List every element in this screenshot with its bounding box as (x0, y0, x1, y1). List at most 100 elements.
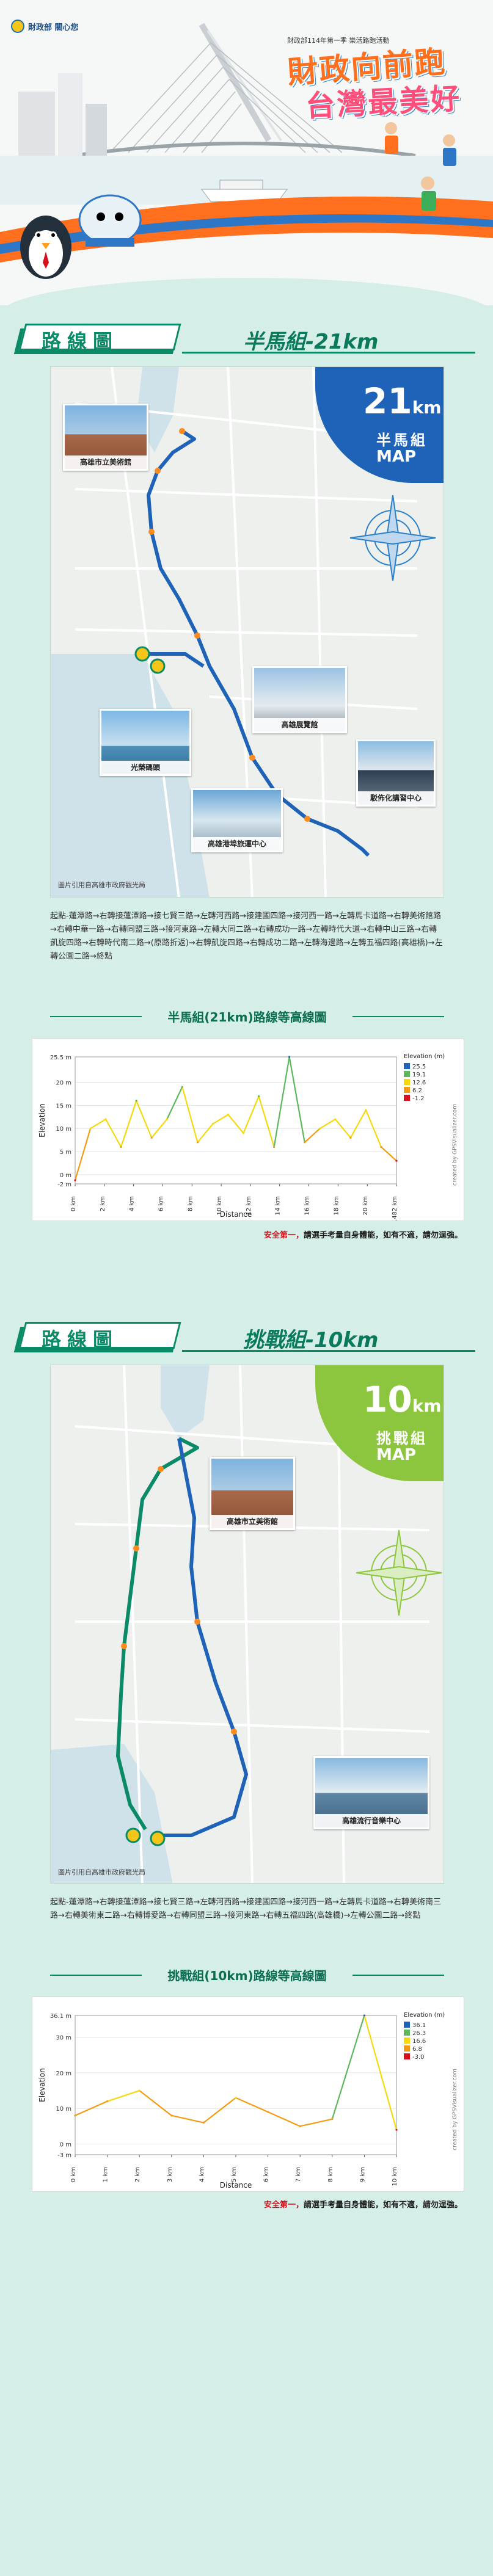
y-tick-label: 30 m (56, 2035, 71, 2042)
elevation-segment (365, 1109, 382, 1147)
legend-label: -1.2 (412, 1095, 425, 1102)
elevation-point (74, 1179, 76, 1181)
elevation-segment (227, 1114, 244, 1134)
challenge-elevation-header: 挑戰組(10km)路線等高線圖 (50, 1966, 444, 1984)
elevation-plot: -2 m 0 m 5 m 10 m 15 m 20 m 25.5 m 0 km 2 km 4 km… (38, 1053, 458, 1229)
y-tick-label: 20 m (56, 1080, 71, 1087)
legend-label: 25.5 (412, 1064, 426, 1070)
elevation-point (395, 2128, 398, 2131)
half-route-description: 起點-蓮潭路→右轉接蓮潭路→接七賢三路→左轉河西路→接建國四路→接河西一路→左轉… (50, 912, 443, 961)
y-tick-label: 20 m (56, 2070, 71, 2077)
elevation-point (273, 1145, 276, 1148)
map-credit: 圖片引用自高雄市政府觀光局 (58, 1868, 145, 1876)
photo-exhibition: 高雄展覽館 (252, 666, 347, 733)
challenge-section-header: 路線圖 挑戰組-10km (13, 1316, 475, 1359)
half-section-header: 路線圖 半馬組-21km (13, 317, 475, 360)
legend-swatch (404, 2045, 410, 2052)
challenge-elevation-chart: -3 m 0 m 10 m 20 m 30 m 36.1 m 0 km 1 km 2 km 3 k… (32, 1997, 464, 2192)
photo-caption: 高雄展覽館 (254, 718, 345, 731)
elevation-point (363, 2014, 366, 2017)
legend-label: 26.3 (412, 2030, 426, 2037)
badge-number: 10 (363, 1379, 412, 1420)
elevation-point (242, 1132, 245, 1134)
section-label: 路線圖 (42, 1328, 119, 1351)
legend-label: 6.2 (412, 1087, 422, 1094)
x-tick-label: 18 km (333, 1196, 340, 1215)
y-tick-label: 15 m (56, 1103, 71, 1109)
header-line-right (352, 1016, 444, 1017)
elevation-point (395, 1159, 398, 1162)
legend-swatch (404, 1079, 410, 1085)
elevation-point (288, 1056, 291, 1058)
y-tick-label: -3 m (57, 2152, 71, 2159)
x-axis-label: Distance (220, 2181, 252, 2190)
badge-map: MAP (376, 448, 417, 466)
x-tick-label: 4 km (199, 2167, 205, 2182)
photo-caption: 高雄市立美術館 (65, 455, 147, 469)
y-axis-label: Elevation (38, 2068, 46, 2102)
elevation-point (235, 2097, 237, 2099)
warning-emphasis: 安全第一， (263, 2200, 304, 2210)
elevation-segment (166, 1086, 183, 1120)
badge-distance: 10km (363, 1379, 442, 1420)
hero-title-line2: 台灣最美好 (304, 81, 462, 124)
elevation-segment (235, 2097, 269, 2113)
photo-caption: 駁佈化講習中心 (358, 791, 434, 805)
hero-banner: 財政部 關心您 財政部114年第一季 樂活路跑活動 財政向前跑 台灣最美好 (0, 0, 493, 305)
y-tick-label: 25.5 m (50, 1054, 71, 1061)
y-tick-label: 5 m (60, 1149, 71, 1156)
elevation-segment (139, 2090, 172, 2116)
photo-caption: 高雄流行音樂中心 (315, 1814, 428, 1827)
badge-map: MAP (376, 1446, 417, 1464)
badge-group: 半馬組 (376, 432, 428, 449)
legend-swatch (404, 2030, 410, 2036)
elevation-point (138, 2089, 141, 2092)
x-axis-label: Distance (220, 1210, 252, 1219)
elevation-segment (74, 1128, 92, 1181)
half-elevation-chart: -2 m 0 m 5 m 10 m 15 m 20 m 25.5 m 0 km 2 km 4 km… (32, 1038, 464, 1229)
header-line-right (352, 1975, 444, 1976)
x-tick-label: 8 km (187, 1196, 194, 1211)
section-subtitle: 挑戰組-10km (243, 1328, 379, 1352)
x-tick-label: 5 km (231, 2167, 238, 2182)
legend-swatch (404, 1063, 410, 1069)
legend-label: 36.1 (412, 2022, 426, 2029)
hero-illustration (0, 0, 493, 305)
section-label: 路線圖 (42, 330, 119, 353)
elevation-plot: -3 m 0 m 10 m 20 m 30 m 36.1 m 0 km 1 km 2 km 3 k… (38, 2012, 458, 2190)
elevation-segment (299, 2118, 333, 2127)
y-tick-label: 10 m (56, 2106, 71, 2113)
header-line (182, 1350, 475, 1352)
elevation-title: 挑戰組(10km)路線等高線圖 (167, 1968, 327, 1983)
elevation-point (74, 2114, 76, 2117)
photo-culture-center: 駁佈化講習中心 (356, 739, 436, 807)
elevation-segment (304, 1128, 321, 1143)
elevation-point (150, 1136, 153, 1139)
y-tick-label: 0 m (60, 1172, 71, 1179)
x-tick-label: 0 km (70, 2167, 77, 2182)
photo-cruise-terminal: 高雄港埠旅運中心 (191, 788, 283, 852)
photo-caption: 高雄港埠旅運中心 (193, 837, 281, 851)
legend-swatch (404, 1095, 410, 1101)
ministry-logo: 財政部 關心您 (11, 20, 79, 33)
warning-text: 請選手考量自身體能，如有不適，請勿逞強。 (303, 1231, 462, 1240)
elevation-segment (203, 2097, 236, 2124)
plot-frame (75, 1056, 397, 1185)
elevation-segment (363, 2015, 398, 2130)
legend-swatch (404, 1071, 410, 1077)
x-tick-label: 8 km (327, 2167, 334, 2182)
elevation-segment (151, 1119, 168, 1139)
badge-unit: km (412, 397, 442, 418)
plot-frame (75, 2015, 397, 2155)
legend-label: 6.8 (412, 2046, 422, 2053)
x-tick-label: 10 km (392, 2167, 398, 2186)
photo-music-center: 高雄流行音樂中心 (313, 1756, 429, 1829)
x-tick-label: 2 km (134, 2167, 141, 2182)
elevation-point (104, 1118, 107, 1120)
elevation-point (181, 1086, 183, 1088)
elevation-point (257, 1095, 260, 1097)
elevation-point (331, 2118, 334, 2121)
x-tick-label: 2 km (100, 1196, 106, 1211)
elevation-point (365, 1109, 367, 1111)
legend-swatch (404, 2053, 410, 2059)
